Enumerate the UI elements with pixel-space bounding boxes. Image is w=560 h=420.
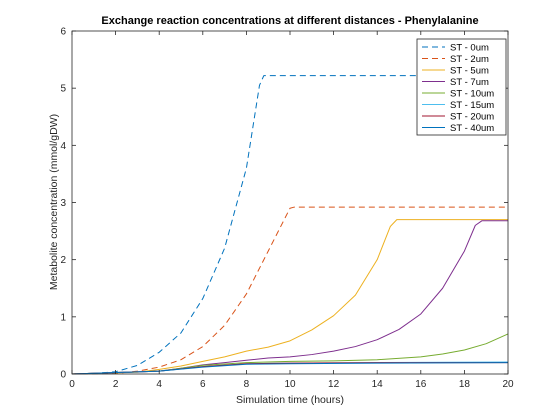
series-line-3 bbox=[71, 220, 508, 375]
y-tick-label: 3 bbox=[60, 198, 66, 209]
legend-box bbox=[416, 38, 507, 136]
series-line-0 bbox=[71, 75, 508, 375]
legend-label: ST - 7um bbox=[450, 77, 489, 88]
legend-label: ST - 20um bbox=[450, 112, 494, 123]
x-tick-label: 0 bbox=[69, 379, 75, 390]
legend-label: ST - 0um bbox=[450, 43, 489, 54]
x-tick-label: 18 bbox=[459, 379, 471, 390]
y-axis-label: Metabolite concentration (mmol/gDW) bbox=[48, 114, 60, 290]
x-tick-label: 14 bbox=[372, 379, 384, 390]
x-tick-label: 16 bbox=[415, 379, 427, 390]
x-tick-label: 6 bbox=[200, 379, 206, 390]
legend-label: ST - 40um bbox=[450, 123, 494, 134]
y-tick-label: 4 bbox=[60, 141, 66, 152]
legend-label: ST - 15um bbox=[450, 100, 494, 111]
y-tick-label: 6 bbox=[60, 27, 66, 38]
x-tick-label: 20 bbox=[502, 379, 514, 390]
series-line-4 bbox=[71, 333, 509, 375]
y-tick-label: 0 bbox=[60, 370, 66, 381]
legend-label: ST - 2um bbox=[450, 54, 489, 65]
series-line-2 bbox=[71, 219, 508, 375]
x-tick-label: 8 bbox=[244, 379, 250, 390]
y-tick-label: 5 bbox=[60, 84, 66, 95]
x-tick-label: 12 bbox=[328, 379, 340, 390]
x-axis-label: Simulation time (hours) bbox=[236, 394, 344, 406]
y-tick-label: 2 bbox=[60, 255, 66, 266]
x-tick-label: 2 bbox=[113, 379, 119, 390]
x-tick-label: 10 bbox=[284, 379, 296, 390]
series-line-1 bbox=[71, 206, 508, 375]
legend-label: ST - 10um bbox=[450, 89, 494, 100]
chart-title: Exchange reaction concentrations at diff… bbox=[101, 15, 478, 27]
y-tick-label: 1 bbox=[60, 312, 66, 323]
legend-label: ST - 5um bbox=[450, 66, 489, 77]
x-tick-label: 4 bbox=[156, 379, 162, 390]
